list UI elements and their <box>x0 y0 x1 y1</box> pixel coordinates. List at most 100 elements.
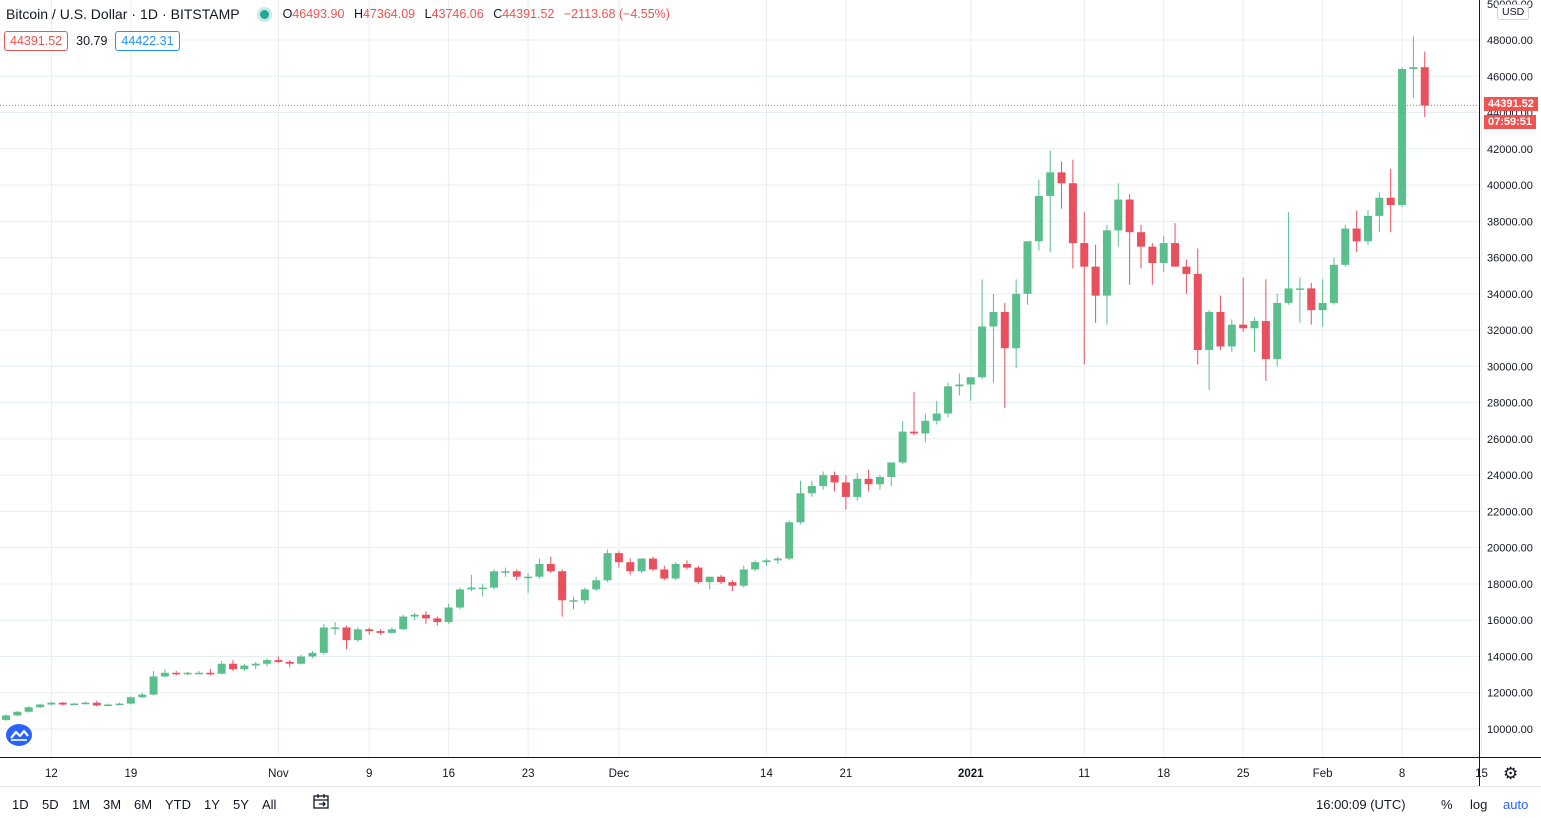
buy-price-button[interactable]: 44422.31 <box>115 31 180 51</box>
percent-scale-button[interactable]: % <box>1441 797 1453 812</box>
candle[interactable] <box>819 471 828 490</box>
candle[interactable] <box>172 670 181 676</box>
candle[interactable] <box>887 462 896 487</box>
go-to-date-icon[interactable] <box>312 793 330 814</box>
candle[interactable] <box>1341 224 1350 267</box>
candle[interactable] <box>160 669 169 678</box>
candle[interactable] <box>421 611 430 624</box>
candle[interactable] <box>1046 150 1055 253</box>
candle[interactable] <box>1227 319 1236 352</box>
candle[interactable] <box>1182 259 1191 294</box>
candle[interactable] <box>1148 243 1157 285</box>
candle[interactable] <box>501 567 510 577</box>
candle[interactable] <box>365 627 374 635</box>
utc-clock[interactable]: 16:00:09 (UTC) <box>1316 797 1406 812</box>
candle[interactable] <box>1159 235 1168 273</box>
candle[interactable] <box>853 473 862 501</box>
candle[interactable] <box>297 654 306 665</box>
candle[interactable] <box>240 663 249 671</box>
candle[interactable] <box>410 612 419 621</box>
candle[interactable] <box>1000 302 1009 409</box>
candle[interactable] <box>603 549 612 583</box>
range-5d-button[interactable]: 5D <box>42 797 59 812</box>
candle[interactable] <box>1239 277 1248 332</box>
candle[interactable] <box>546 556 555 574</box>
candle[interactable] <box>1307 282 1316 325</box>
candle[interactable] <box>490 569 499 590</box>
candle[interactable] <box>1284 212 1293 305</box>
candle[interactable] <box>1420 51 1429 118</box>
candle[interactable] <box>569 596 578 610</box>
candle[interactable] <box>728 580 737 592</box>
candle[interactable] <box>535 558 544 579</box>
candle[interactable] <box>387 627 396 634</box>
candle[interactable] <box>308 651 317 659</box>
range-1y-button[interactable]: 1Y <box>204 797 220 812</box>
candle[interactable] <box>648 556 657 572</box>
candle[interactable] <box>807 480 816 497</box>
candlestick-chart[interactable]: 10000.00 12000.00 14000.00 16000.00 18000.00… <box>0 0 1541 786</box>
symbol-legend[interactable]: Bitcoin / U.S. Dollar · 1D · BITSTAMP O4… <box>6 6 676 22</box>
candle[interactable] <box>773 556 782 565</box>
candle[interactable] <box>1273 293 1282 367</box>
candle[interactable] <box>683 560 691 570</box>
log-scale-button[interactable]: log <box>1470 797 1488 812</box>
candle[interactable] <box>830 471 839 492</box>
candle[interactable] <box>1352 210 1361 253</box>
candle[interactable] <box>467 574 476 592</box>
range-all-button[interactable]: All <box>262 797 277 812</box>
candle[interactable] <box>875 475 884 490</box>
candle[interactable] <box>1193 248 1202 365</box>
range-1m-button[interactable]: 1M <box>72 797 91 812</box>
candle[interactable] <box>705 576 714 590</box>
candle[interactable] <box>47 701 56 706</box>
candle[interactable] <box>24 706 33 713</box>
candle[interactable] <box>524 573 533 594</box>
candle[interactable] <box>456 587 464 610</box>
candle[interactable] <box>1114 183 1123 247</box>
time-axis-labels[interactable]: 12 19 Nov 9 16 23 Dec 14 21 2021 11 18 25 Feb 8 15 <box>45 768 1488 780</box>
auto-scale-button[interactable]: auto <box>1503 797 1529 812</box>
candle[interactable] <box>989 293 998 383</box>
candle[interactable] <box>864 469 873 492</box>
candle[interactable] <box>2 714 10 721</box>
candles[interactable] <box>2 36 1429 721</box>
candle[interactable] <box>217 661 226 675</box>
candle[interactable] <box>694 565 703 584</box>
range-5y-button[interactable]: 5Y <box>233 797 249 812</box>
candle[interactable] <box>841 475 850 510</box>
candle[interactable] <box>626 558 635 575</box>
candle[interactable] <box>58 701 67 706</box>
candle[interactable] <box>126 696 135 705</box>
candle[interactable] <box>671 562 680 581</box>
candle[interactable] <box>580 587 589 604</box>
candle[interactable] <box>614 551 623 568</box>
candle[interactable] <box>138 692 147 699</box>
range-1d-button[interactable]: 1D <box>12 797 29 812</box>
candle[interactable] <box>898 420 907 465</box>
candle[interactable] <box>399 614 408 631</box>
candle[interactable] <box>149 670 158 696</box>
candle[interactable] <box>796 480 805 525</box>
candle[interactable] <box>1398 67 1407 207</box>
candle[interactable] <box>36 703 45 709</box>
candle[interactable] <box>1261 279 1270 381</box>
candle[interactable] <box>183 671 192 676</box>
candle[interactable] <box>115 702 124 706</box>
candle[interactable] <box>263 658 272 667</box>
candle[interactable] <box>944 382 953 418</box>
candle[interactable] <box>910 391 918 436</box>
candle[interactable] <box>1386 168 1395 233</box>
candle[interactable] <box>512 569 521 581</box>
candle[interactable] <box>717 574 726 584</box>
candle[interactable] <box>251 661 260 670</box>
candle[interactable] <box>206 669 215 676</box>
candle[interactable] <box>921 413 930 443</box>
candle[interactable] <box>13 710 22 717</box>
candle[interactable] <box>751 560 760 572</box>
candle[interactable] <box>966 377 975 401</box>
candle[interactable] <box>660 565 669 581</box>
candle[interactable] <box>70 702 79 706</box>
candle[interactable] <box>319 623 328 655</box>
candle[interactable] <box>229 660 237 671</box>
